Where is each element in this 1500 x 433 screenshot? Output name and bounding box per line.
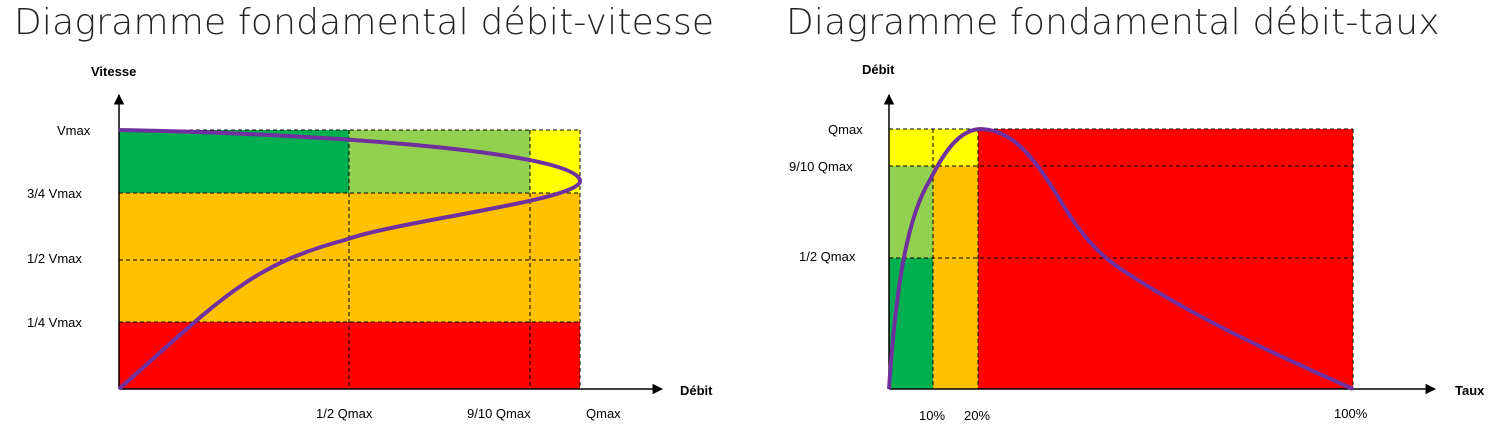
zone-orange [933,166,978,389]
zone-yellow [889,129,933,166]
zone-dark-green [119,130,349,193]
right-x-tick-10-percent: 10% [919,408,945,423]
right-y-tick-half-qmax: 1/2 Qmax [799,249,856,264]
left-y-tick-1-2-vmax: 1/2 Vmax [27,251,82,266]
zone-light-green [349,130,530,193]
left-flow-speed-curve [117,128,582,391]
right-x-axis-label: Taux [1455,383,1485,398]
right-y-tick-nine-tenths-qmax: 9/10 Qmax [789,159,853,174]
right-x-tick-100-percent: 100% [1334,406,1368,421]
zone-light-green [889,166,933,258]
right-y-tick-qmax: Qmax [828,122,863,137]
left-x-tick-half-qmax: 1/2 Qmax [316,406,373,421]
left-x-tick-nine-tenths-qmax: 9/10 Qmax [467,406,531,421]
left-chart-title: Diagramme fondamental débit-vitesse [14,2,715,43]
left-x-axis-label: Débit [680,383,713,398]
zone-red [978,129,1353,389]
left-diagram: Vitesse Débit Vmax 3/4 Vmax 1/2 Vmax 1/4… [27,64,713,421]
left-grid [119,129,581,389]
right-y-axis-label: Débit [862,62,895,77]
left-x-tick-qmax: Qmax [586,406,621,421]
left-y-axis-label: Vitesse [91,64,136,79]
left-y-tick-vmax: Vmax [57,123,91,138]
right-grid [889,128,1354,389]
right-flow-density-curve [887,126,1354,391]
right-diagram: Débit Taux Qmax 9/10 Qmax 1/2 Qmax 10% 2… [789,62,1485,423]
left-y-tick-3-4-vmax: 3/4 Vmax [27,186,82,201]
right-chart-title: Diagramme fondamental débit-taux [786,2,1440,43]
right-x-tick-20-percent: 20% [964,408,990,423]
left-y-tick-1-4-vmax: 1/4 Vmax [27,315,82,330]
